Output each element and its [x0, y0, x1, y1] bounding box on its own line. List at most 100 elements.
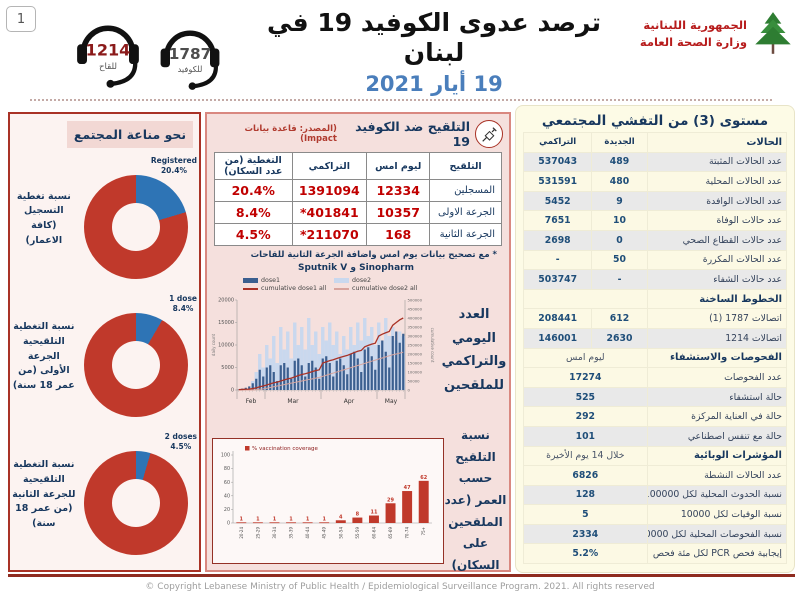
bar-dose1: [325, 356, 328, 391]
statistics-table: الحالات الجديدة التراكمي عدد الحالات المثبت…: [522, 132, 788, 565]
bar-dose2: [328, 322, 332, 391]
stat-value: 101: [523, 425, 648, 447]
donut-chart: 2 doses 4.5%: [76, 429, 197, 561]
vaccination-title: التلقيح ضد الكوفيد 19: [355, 119, 470, 149]
age-category-label: 50-54: [338, 526, 343, 538]
stat-new-value: -: [591, 269, 648, 290]
age-category-label: 70-74: [405, 526, 410, 538]
stat-label: عدد الحالات النشطة: [646, 465, 788, 486]
bar-dose1: [342, 365, 345, 391]
dose1-bars: [237, 331, 405, 391]
right-tick-label: 100000: [408, 370, 423, 375]
age-bar: [252, 522, 263, 523]
new-column-header: الجديدة: [591, 132, 648, 153]
table-row: عدد حالات القطاع الصحي 0 2698: [522, 229, 788, 251]
ministry-line1: الجمهورية اللبنانية: [643, 17, 747, 32]
age-bar-value: 1: [240, 516, 244, 522]
row-label: الجرعة الاولى: [429, 201, 502, 224]
vaccination-source: (المصدر: قاعدة بيانات Impact): [244, 124, 337, 144]
bar-dose1: [381, 340, 384, 391]
y-tick-label: 40: [224, 493, 230, 499]
y-tick-label: 80: [224, 466, 230, 472]
table-row: عدد الحالات المحلية 480 531591: [522, 171, 788, 192]
bar-dose1: [391, 336, 394, 391]
footnote-vaccines: Sputnik V و Sinopharm: [298, 262, 414, 273]
stat-new-value: 9: [591, 190, 648, 212]
table-row: إيجابية فحص PCR لكل مئة فحص 5.2%: [523, 543, 788, 565]
age-category-label: 55-59: [355, 526, 360, 538]
donut-ring: [83, 451, 188, 555]
daily-chart-legend: dose1 dose2 cumulative dose1 all cumulative…: [243, 277, 423, 292]
table-row: نسبة الوفيات لكل 10000 5: [523, 504, 788, 525]
section-title: المؤشرات الوبائية: [646, 445, 788, 467]
legend-label: cumulative dose2 all: [352, 285, 418, 293]
ministry-name: الجمهورية اللبنانية وزارة الصحة العامة: [640, 17, 747, 52]
bar-dose1: [258, 370, 261, 391]
month-label: May: [385, 398, 398, 405]
bar-dose2: [307, 318, 311, 391]
bar-dose1: [290, 379, 293, 391]
stat-new-value: 2630: [591, 327, 648, 349]
age-bar-value: 1: [322, 516, 326, 522]
stat-label: حالة استشفاء: [646, 386, 788, 408]
hotline-vaccine-label: للقاح: [99, 62, 117, 72]
table-row: حالة في العناية المركزة 292: [523, 406, 788, 427]
age-chart-row: 0 20 40 60 80 100 % vaccination coverage 1 20-24…: [209, 425, 507, 576]
bar-dose1: [367, 347, 370, 391]
statistics-panel: مستوى (3) من التفشي المجتمعي الحالات الجد…: [515, 105, 795, 573]
donut-hole: [111, 203, 160, 251]
bar-dose1: [314, 367, 317, 391]
stat-value: 6826: [523, 465, 648, 486]
age-bar: [286, 522, 297, 523]
left-tick-label: 5000: [221, 365, 234, 371]
age-chart-title: نسبة التلقيح حسب العمر (عدد الملقحين على…: [444, 428, 507, 572]
age-category-label: 20-24: [239, 526, 244, 538]
table-row: نسبة الفحوصات المحلية لكل 1000002334: [523, 523, 788, 545]
age-bar: [368, 515, 379, 523]
stat-cumulative-value: 503747: [522, 269, 593, 290]
stat-label: نسبة الفحوصات المحلية لكل 100000: [646, 523, 788, 545]
donut-label: نسبة تغطية التسجيل (كافة الاعمار): [16, 190, 71, 246]
bar-dose1: [388, 367, 391, 391]
donut-value: 8.4%: [172, 304, 194, 314]
bar-dose1: [339, 358, 342, 391]
bar-dose2: [275, 363, 279, 391]
right-tick-label: 250000: [408, 343, 423, 348]
cedar-icon: [755, 12, 791, 54]
stat-label: اتصالات 1214: [646, 327, 788, 349]
left-tick-label: 10000: [218, 343, 234, 349]
stat-label: إيجابية فحص PCR لكل مئة فحص: [646, 543, 788, 565]
hotline-covid-label: للكوفيد: [178, 64, 203, 74]
age-coverage-chart: 0 20 40 60 80 100 % vaccination coverage 1 20-24…: [221, 445, 432, 538]
report-date: 19 أيار 2021: [365, 72, 503, 96]
month-label: Mar: [287, 398, 299, 405]
stat-label: عدد حالات الوفاة: [646, 210, 788, 231]
age-category-label: 40-44: [305, 526, 310, 538]
y-tick-label: 60: [224, 480, 230, 486]
donut-label: نسبة التغطية التلقيحية للجرعة الثانية (م…: [12, 459, 76, 530]
age-bar: [385, 503, 396, 523]
ministry-logo: الجمهورية اللبنانية وزارة الصحة العامة: [640, 10, 794, 58]
table-row: عدد الحالات المثبتة 489 537043: [522, 151, 788, 173]
table-row: نسبة الحدوث المحلية لكل 100000 128: [523, 484, 788, 506]
stat-cumulative-value: 2698: [522, 229, 593, 251]
stat-label: عدد الحالات المثبتة: [646, 151, 788, 173]
value-cumulative: 401841*: [291, 201, 368, 224]
value-yesterday: 168: [366, 223, 431, 246]
bar-dose1: [279, 365, 282, 391]
stat-new-value: 480: [591, 171, 648, 192]
donut-label: نسبة التغطية التلقيحية الجرعة الأولى (من…: [12, 321, 75, 392]
age-bar-value: 1: [273, 516, 277, 522]
vaccination-row-1: الجرعة الاولى 10357 401841* 8.4%: [214, 201, 502, 224]
donut-annotation: Registered 20.4%: [151, 156, 197, 176]
age-category-label: 30-34: [272, 526, 277, 538]
section-title: الفحوصات والاستشفاء: [646, 347, 788, 369]
age-chart-box: 0 20 40 60 80 100 % vaccination coverage 1 20-24…: [212, 437, 444, 564]
row-label: الجرعة الثانية: [429, 223, 502, 246]
row-label: المسجلين: [429, 179, 502, 202]
bar-dose1: [283, 363, 286, 391]
value-coverage: 20.4%: [214, 179, 293, 202]
bar-dose1: [384, 352, 387, 391]
right-tick-label: 400000: [408, 316, 423, 321]
section-subheader: [523, 288, 648, 310]
